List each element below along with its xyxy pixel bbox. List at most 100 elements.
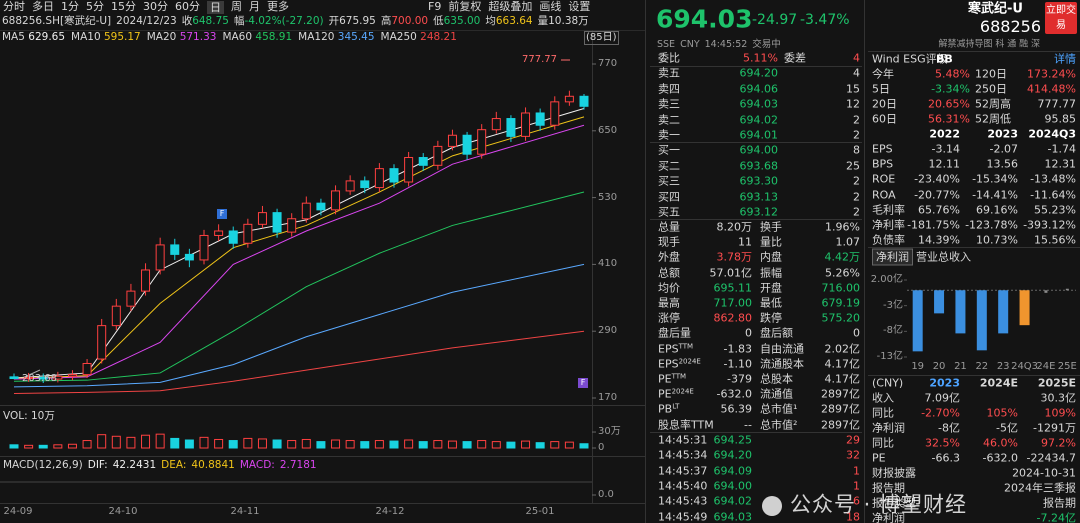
tick-volume: 29 bbox=[846, 433, 860, 447]
fin-value: -23.40% bbox=[914, 172, 960, 186]
period-tab[interactable]: 1分 bbox=[61, 0, 79, 13]
perf-label: 52周高 bbox=[975, 97, 1011, 111]
stat-label: PETTM bbox=[658, 372, 687, 386]
period-tab[interactable]: 5分 bbox=[86, 0, 104, 13]
chart-tab[interactable]: 营业总收入 bbox=[916, 250, 971, 264]
tick-price: 694.20 bbox=[713, 448, 753, 462]
stat-value: 4.17亿 bbox=[824, 372, 861, 386]
stat-label: 内盘 bbox=[760, 250, 782, 264]
trade-button[interactable]: 立即交易 bbox=[1045, 2, 1077, 34]
tick-price: 694.25 bbox=[713, 433, 753, 447]
y-tick-label: 2.00亿 bbox=[870, 274, 903, 285]
tool-button[interactable]: 前复权 bbox=[448, 0, 482, 13]
x-tick-label: 23 bbox=[996, 361, 1010, 372]
tick-time: 14:45:34 bbox=[658, 448, 708, 462]
stat-label: PBLT bbox=[658, 402, 680, 416]
volume-bar bbox=[447, 440, 457, 449]
fin-value: 55.23% bbox=[1034, 203, 1076, 217]
report-value: 2024年三季报 bbox=[1004, 481, 1076, 495]
stat-value: -1.83 bbox=[723, 342, 752, 356]
period-tab[interactable]: 多日 bbox=[32, 0, 54, 13]
fin-value: -2.07 bbox=[989, 142, 1018, 156]
period-tab[interactable]: 15分 bbox=[111, 0, 136, 13]
x-tick-label: 25E bbox=[1057, 361, 1077, 372]
volume-bar bbox=[316, 441, 326, 449]
book-volume: 2 bbox=[853, 128, 860, 142]
stat-value: 0 bbox=[853, 326, 860, 340]
tool-button[interactable]: 画线 bbox=[539, 0, 562, 13]
period-tab[interactable]: 月 bbox=[249, 0, 260, 13]
fin-value: -20.77% bbox=[914, 188, 960, 202]
candle-body bbox=[9, 376, 19, 380]
legend-item: MA20 571.33 bbox=[147, 32, 217, 43]
candle-body bbox=[404, 157, 414, 183]
candle-body bbox=[579, 95, 589, 107]
tool-bar: F9 前复权 超级叠加 画线 设置 bbox=[428, 1, 590, 12]
candle-body bbox=[214, 230, 224, 236]
candle-body bbox=[141, 269, 151, 292]
book-volume: 2 bbox=[853, 113, 860, 127]
book-label: 买二 bbox=[658, 159, 680, 173]
legend-name: MA120 bbox=[298, 31, 335, 43]
range-label[interactable]: (85日) bbox=[584, 31, 619, 45]
candle-body bbox=[170, 244, 180, 255]
period-tab[interactable]: 60分 bbox=[175, 0, 200, 13]
quote-label: 幅 bbox=[233, 15, 245, 27]
period-tab[interactable]: 分时 bbox=[3, 0, 25, 13]
perf-value: 414.48% bbox=[1027, 82, 1076, 96]
esg-link[interactable]: 详情 bbox=[1054, 52, 1076, 66]
stat-label: 总市值² bbox=[760, 418, 798, 432]
candle-body bbox=[82, 362, 92, 376]
book-volume: 2 bbox=[853, 174, 860, 188]
quote-value: 700.00 bbox=[391, 15, 429, 27]
stat-label: 总额 bbox=[658, 266, 680, 280]
event-marker bbox=[217, 209, 227, 219]
tool-button[interactable]: F9 bbox=[428, 0, 442, 13]
stat-value: 56.39 bbox=[720, 402, 753, 416]
candle-body bbox=[345, 180, 355, 192]
chart-tab[interactable]: 净利润 bbox=[872, 248, 913, 266]
stat-value: 717.00 bbox=[713, 296, 753, 310]
candle-body bbox=[53, 375, 63, 380]
macd-item-label: DIF: bbox=[87, 459, 108, 471]
period-tab[interactable]: 周 bbox=[231, 0, 242, 13]
stat-label: 开盘 bbox=[760, 281, 782, 295]
period-tab[interactable]: 30分 bbox=[143, 0, 168, 13]
tool-button[interactable]: 设置 bbox=[568, 0, 591, 13]
book-price: 693.30 bbox=[739, 174, 779, 188]
stat-value: 0 bbox=[745, 326, 752, 340]
fin-value: 10.73% bbox=[976, 233, 1018, 247]
legend-name: MA250 bbox=[380, 31, 417, 43]
volume-bar bbox=[82, 440, 92, 449]
period-tab[interactable]: 更多 bbox=[267, 0, 289, 13]
book-label: 卖五 bbox=[658, 66, 680, 80]
volume-bar bbox=[389, 440, 399, 449]
y-tick-label: 0.0 bbox=[598, 489, 614, 500]
forecast-value: 97.2% bbox=[1041, 436, 1076, 450]
candle-body bbox=[126, 290, 136, 307]
candle-body bbox=[506, 118, 516, 137]
status-line: SSE CNY 14:45:52 交易中 bbox=[657, 40, 781, 50]
forecast-unit: (CNY) bbox=[872, 376, 904, 390]
book-price: 694.00 bbox=[739, 143, 779, 157]
volume-bar bbox=[345, 440, 355, 449]
stat-value: 862.80 bbox=[713, 311, 753, 325]
stat-value: 2.02亿 bbox=[824, 342, 861, 356]
quote-item: 高700.00 bbox=[381, 16, 428, 27]
legend-value: 345.45 bbox=[337, 31, 375, 43]
book-value: 5.11% bbox=[743, 51, 778, 65]
superscript: 2024E bbox=[671, 387, 694, 396]
macd-item-value: 40.8841 bbox=[191, 459, 235, 471]
ma-line bbox=[13, 330, 585, 395]
candle-body bbox=[535, 112, 545, 126]
volume-bar bbox=[9, 444, 19, 449]
tool-button[interactable]: 超级叠加 bbox=[488, 0, 533, 13]
event-marker-label: F bbox=[580, 378, 586, 387]
period-tab[interactable]: 日 bbox=[207, 1, 224, 14]
stat-label: 总股本 bbox=[760, 372, 793, 386]
stock-code: 688256 bbox=[979, 17, 1041, 36]
candle-body bbox=[287, 218, 297, 233]
quote-item: 量10.38万 bbox=[538, 16, 589, 27]
book-volume: 8 bbox=[853, 143, 860, 157]
forecast-year: 2023 bbox=[929, 376, 960, 390]
